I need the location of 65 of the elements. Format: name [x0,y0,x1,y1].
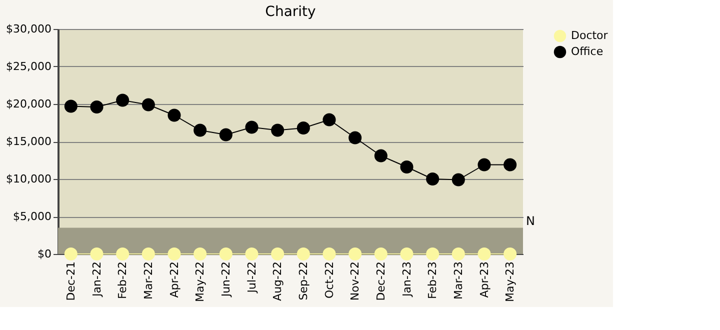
point [271,247,284,261]
point [296,121,310,135]
x-tick-label: Dec-21 [64,262,78,301]
y-tick-label: $30,000 [6,22,52,36]
point [504,158,517,172]
x-tick-label: Mar-22 [142,262,155,300]
point [296,247,310,261]
point [142,98,155,112]
x-tick-label: Jun-22 [219,262,232,298]
point [452,173,465,186]
point [426,172,440,186]
x-tick-label: May-23 [504,262,517,302]
point [374,247,388,261]
x-tick-label: Feb-23 [426,262,440,299]
y-tick-label: $20,000 [6,98,52,110]
point [478,247,491,261]
point [348,247,362,261]
point [504,247,517,261]
y-tick-label: $0 [38,248,52,260]
x-tick-label: Jul-22 [245,262,258,294]
band-label: N [526,214,535,228]
point [219,128,232,142]
point [245,247,258,261]
point [168,247,181,261]
point [194,247,207,261]
point [194,124,207,137]
x-tick-label: Apr-22 [168,262,181,298]
x-tick-label: Dec-22 [374,262,388,301]
point [116,247,130,261]
x-tick-label: Nov-22 [348,262,362,301]
point [142,247,155,261]
legend-label: Office [571,45,604,58]
point [374,149,388,162]
point [64,100,78,113]
point [452,247,465,261]
point [116,94,130,107]
point [322,247,336,261]
x-tick-label: Sep-22 [296,262,310,300]
point [64,247,78,261]
x-tick-label: Jan-22 [90,262,104,298]
point [245,120,258,134]
x-tick-label: Jan-23 [400,262,414,298]
point [322,113,336,126]
x-tick-label: Oct-22 [322,262,336,298]
x-tick-label: Aug-22 [271,262,284,301]
point [219,247,232,261]
point [478,158,491,172]
point [348,131,362,144]
y-tick-label: $5,000 [13,210,52,223]
point [271,124,284,137]
point [90,247,104,261]
legend-label: Doctor [571,29,608,42]
x-tick-label: Mar-23 [452,262,465,300]
point [168,108,181,122]
y-tick-label: $15,000 [6,135,52,148]
point [400,160,414,174]
x-tick-label: Apr-23 [478,262,491,298]
x-tick-label: May-22 [194,262,207,302]
y-tick-label: $10,000 [6,172,52,186]
chart-title: Charity [265,4,316,20]
point [90,100,104,114]
point [426,247,440,261]
x-tick-label: Feb-22 [116,262,130,299]
point [400,247,414,261]
y-tick-label: $25,000 [6,60,52,73]
